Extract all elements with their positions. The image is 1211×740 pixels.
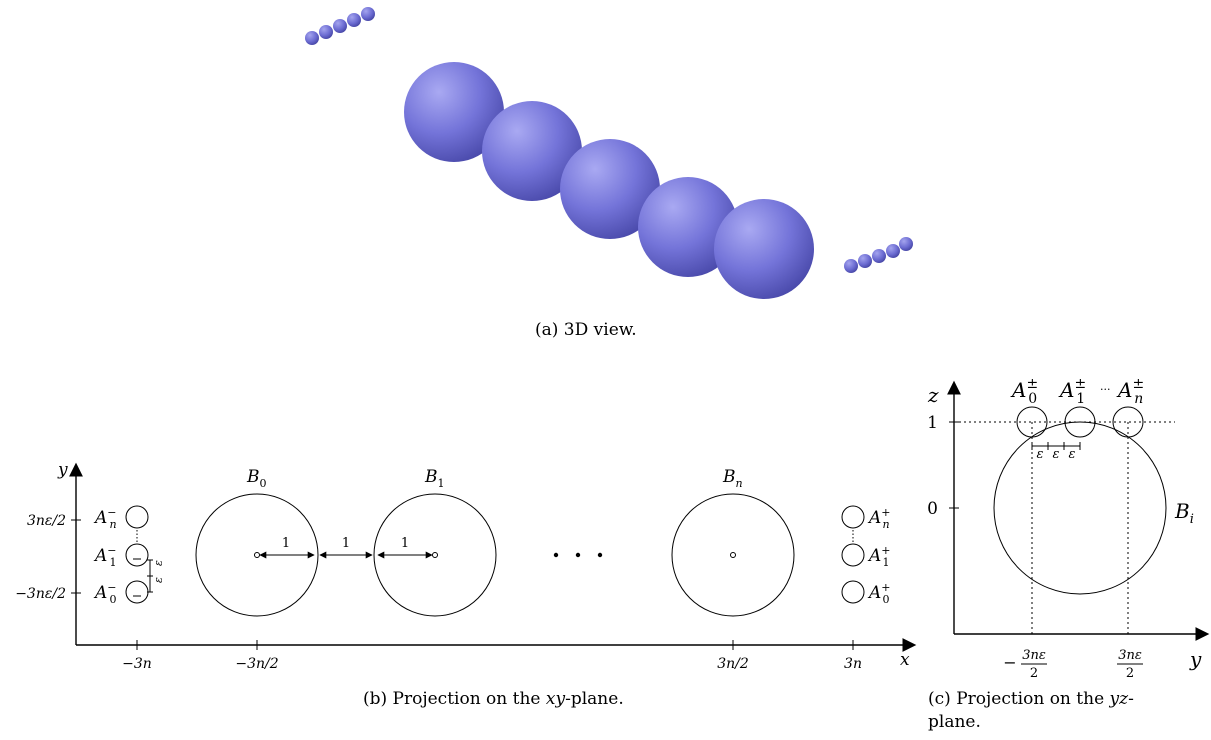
center-point — [254, 552, 260, 558]
svg-text:3nε: 3nε — [1118, 648, 1142, 663]
small-sphere — [361, 7, 375, 21]
svg-text:3nε: 3nε — [1022, 648, 1046, 663]
caption-c-line2: plane. — [928, 712, 981, 732]
label-a1-pm: A± 1 — [1058, 376, 1086, 407]
small-sphere — [305, 31, 319, 45]
label-a-minus-n: A− n — [93, 506, 117, 531]
panel-c-yz-projection: z y 1 0 Bi ε ε ε A± 0 A± 1 ··· A± n — [927, 376, 1210, 732]
y-tick-label-right: 3nε 2 — [1117, 648, 1143, 681]
label-bi: Bi — [1174, 499, 1194, 527]
center-point — [432, 552, 438, 558]
label-a-plus-1: A+ 1 — [867, 544, 891, 569]
x-tick-label: 3n — [844, 656, 862, 672]
small-circle-a-plus-n — [841, 505, 865, 529]
y-tick-label-bottom: −3nε/2 — [15, 586, 66, 602]
caption-b: (b) Projection on the xy-plane. — [363, 689, 624, 709]
label-bn: Bn — [722, 467, 743, 490]
big-sphere-1 — [482, 101, 582, 201]
center-point — [730, 552, 736, 558]
small-spheres-bottom-right — [844, 237, 913, 273]
y-axis-label-c: y — [1189, 647, 1202, 671]
small-spheres-top-left — [305, 7, 375, 45]
x-tick-label: −3n/2 — [235, 656, 278, 672]
distance-label: 1 — [401, 536, 409, 551]
caption-c-line1: (c) Projection on the yz- — [928, 689, 1134, 709]
small-sphere — [333, 19, 347, 33]
top-dots: ··· — [1100, 383, 1111, 396]
small-circle-a-plus-1 — [841, 543, 865, 567]
label-a-plus-n: A+ n — [867, 506, 891, 531]
small-sphere — [319, 25, 333, 39]
y-axis-label: y — [57, 460, 68, 480]
small-sphere — [886, 244, 900, 258]
big-sphere-3 — [638, 177, 738, 277]
y-tick-label-top: 3nε/2 — [27, 513, 66, 529]
small-sphere — [899, 237, 913, 251]
big-circle-b1 — [373, 493, 497, 617]
label-a0-pm: A± 0 — [1010, 376, 1038, 407]
small-circle-a-plus-0 — [841, 580, 865, 604]
ellipsis-dot — [597, 552, 603, 558]
z-tick-label-1: 1 — [927, 413, 938, 433]
small-circle-a0-pm — [1016, 406, 1048, 438]
x-tick-label: −3n — [122, 656, 152, 672]
eps-label-c: ε — [1053, 447, 1060, 462]
label-b0: B0 — [246, 467, 267, 490]
small-circle-an-pm — [1112, 406, 1144, 438]
big-sphere-2 — [560, 139, 660, 239]
label-an-pm: A± n — [1116, 376, 1144, 407]
small-circle-a-minus-1 — [125, 543, 149, 567]
label-a-minus-1: A− 1 — [93, 544, 117, 569]
small-sphere — [858, 254, 872, 268]
small-circle-a-minus-0 — [125, 580, 149, 604]
y-tick-label-left: − 3nε 2 — [1003, 648, 1047, 681]
eps-label: ε — [152, 577, 165, 583]
svg-text:−: − — [1003, 653, 1016, 672]
big-sphere-0 — [404, 62, 504, 162]
z-axis-label: z — [927, 383, 939, 407]
big-spheres — [404, 62, 814, 299]
label-b1: B1 — [424, 467, 445, 490]
x-tick-label: 3n/2 — [717, 656, 749, 672]
big-sphere-4 — [714, 199, 814, 299]
label-a-minus-0: A− 0 — [93, 581, 117, 606]
ellipsis-dot — [553, 552, 559, 558]
eps-label: ε — [152, 560, 165, 566]
distance-label: 1 — [342, 536, 350, 551]
svg-text:2: 2 — [1126, 666, 1134, 681]
eps-label-c: ε — [1069, 447, 1076, 462]
eps-label-c: ε — [1037, 447, 1044, 462]
big-circle-bi — [993, 421, 1167, 595]
small-sphere — [347, 13, 361, 27]
panel-b-xy-projection: x y 3nε/2 −3nε/2 −3n −3n/2 3n/2 3n ε ε A… — [15, 460, 917, 709]
panel-a-3d-view: (a) 3D view. — [305, 7, 913, 340]
small-circle-a-minus-n — [125, 505, 149, 529]
big-circle-b0 — [195, 493, 319, 617]
svg-text:2: 2 — [1030, 666, 1038, 681]
label-a-plus-0: A+ 0 — [867, 581, 891, 606]
small-circle-a1-pm — [1064, 406, 1096, 438]
ellipsis-dot — [575, 552, 581, 558]
distance-label: 1 — [282, 536, 290, 551]
caption-a: (a) 3D view. — [535, 320, 637, 340]
big-circle-bn — [671, 493, 795, 617]
z-tick-label-0: 0 — [927, 499, 938, 519]
small-sphere — [844, 259, 858, 273]
x-axis-label: x — [900, 650, 910, 670]
small-sphere — [872, 249, 886, 263]
